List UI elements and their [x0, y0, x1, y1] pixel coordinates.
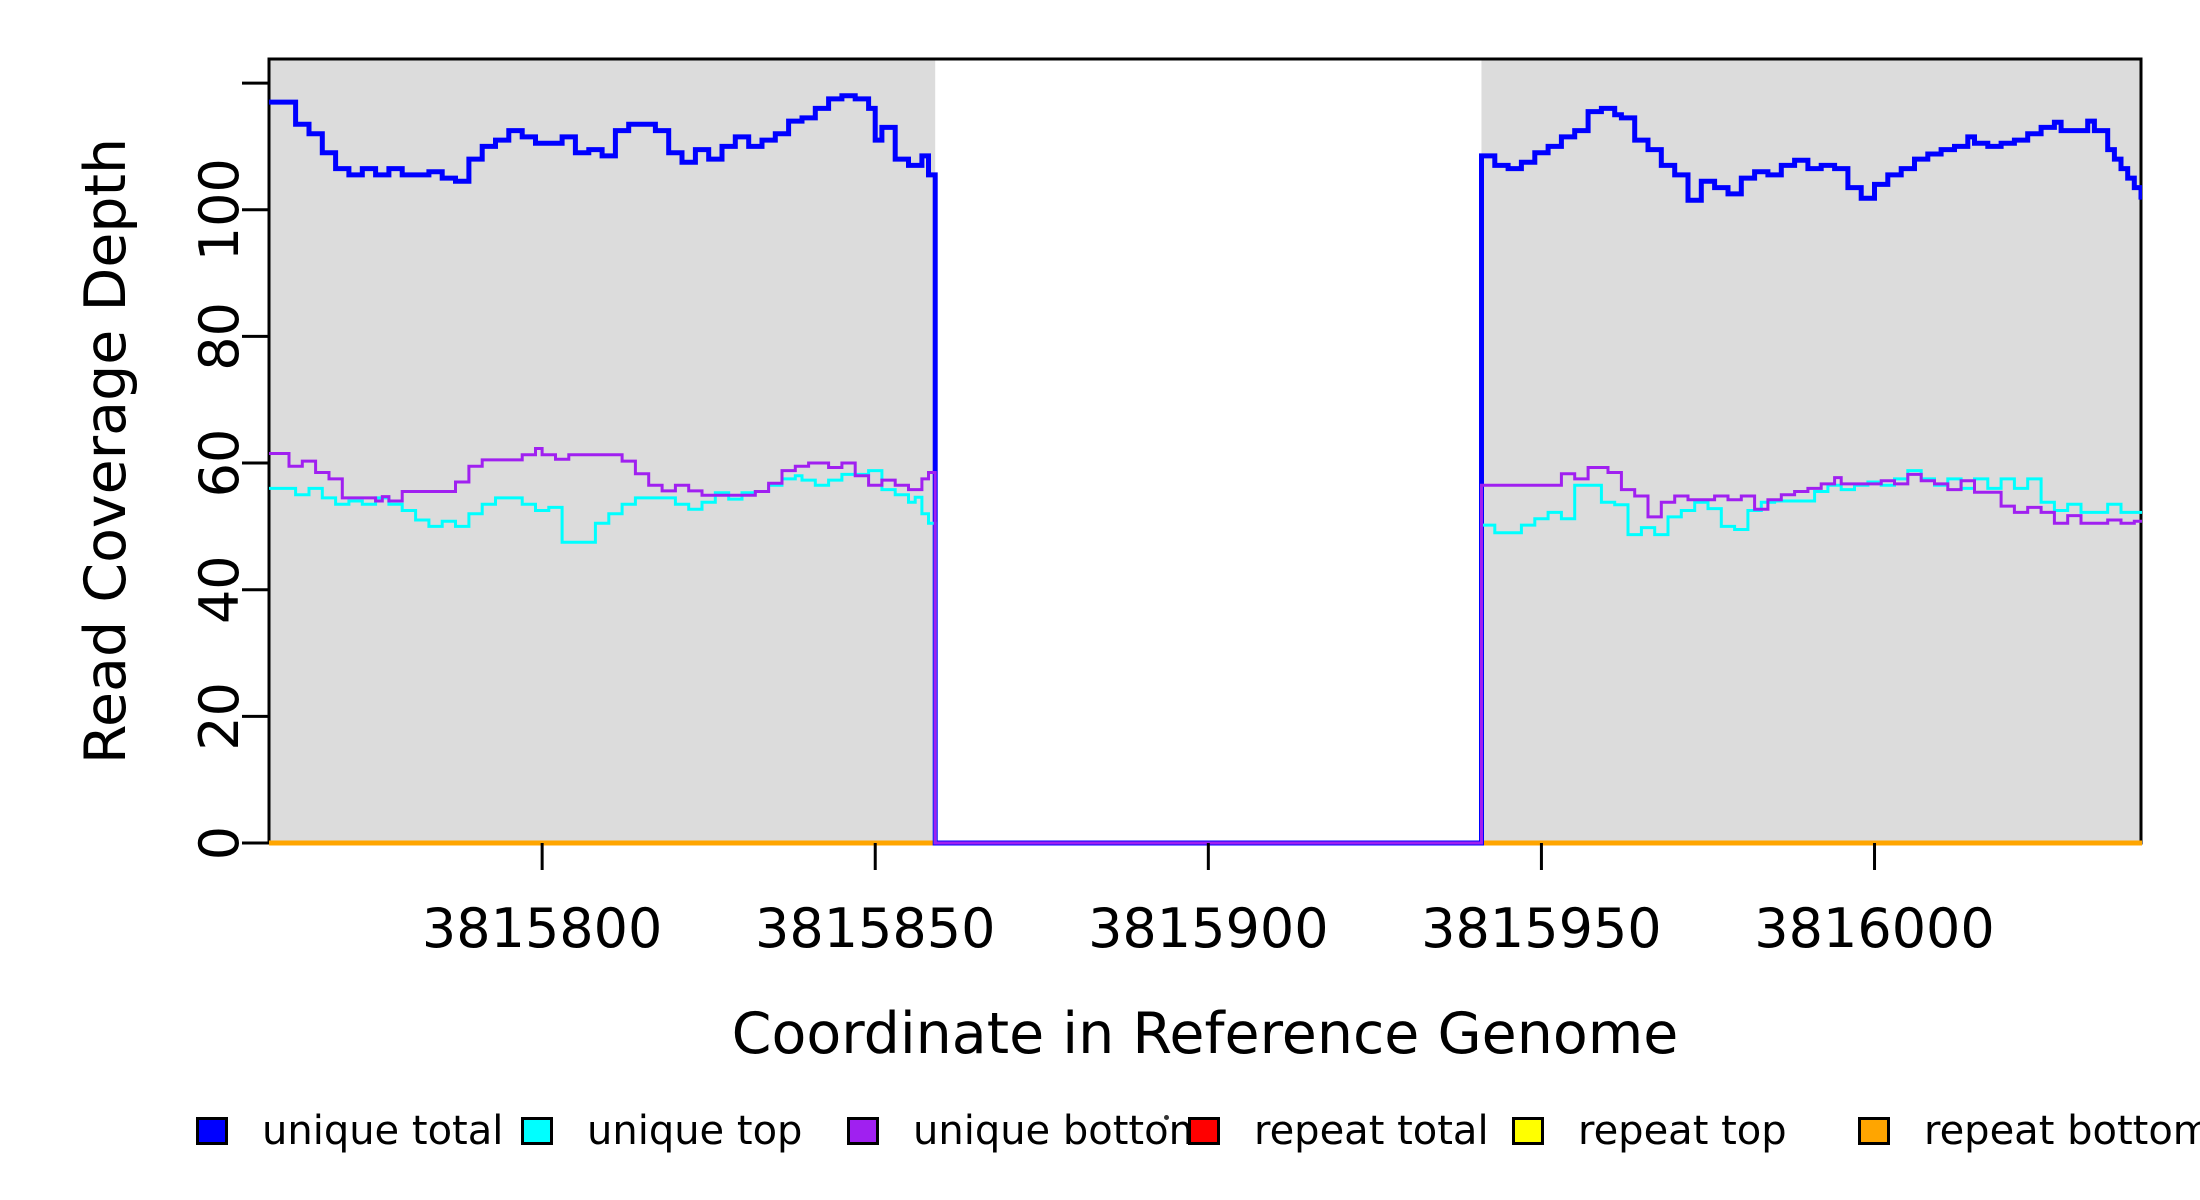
shaded-region [269, 59, 936, 843]
legend-swatch [1858, 1117, 1890, 1145]
x-tick-label: 3815950 [1421, 897, 1662, 960]
x-axis-title: Coordinate in Reference Genome [732, 1001, 1679, 1067]
legend-swatch [847, 1117, 879, 1145]
legend-swatch [1512, 1117, 1544, 1145]
legend-label: unique total [262, 1108, 504, 1154]
legend-item-repeat-total: repeat total [1188, 1108, 1489, 1154]
y-tick-label: 60 [188, 429, 251, 498]
axis-tick-labels-layer: 3815800 3815850 3815900 3815950 3816000 0 20 40… [188, 158, 1995, 960]
legend-label: unique top [587, 1108, 803, 1154]
y-axis-title: Read Coverage Depth [73, 138, 139, 764]
y-tick-label: 40 [188, 555, 251, 624]
series-line-unique-bottom [269, 447, 2142, 845]
x-tick-label: 3815850 [755, 897, 996, 960]
series-layer [269, 93, 2142, 846]
legend-label: repeat bottom [1924, 1108, 2200, 1154]
shaded-regions-layer [269, 59, 2141, 843]
stray-dot-artifact [1164, 1115, 1169, 1120]
legend-label: unique bottom [913, 1108, 1208, 1154]
legend-item-repeat-bottom: repeat bottom [1858, 1108, 2200, 1154]
legend: unique total unique top unique bottom repea… [0, 1108, 2200, 1168]
series-line-unique-total [269, 93, 2142, 846]
y-tick-label: 100 [188, 158, 251, 261]
x-tick-label: 3815900 [1088, 897, 1329, 960]
axis-ticks-layer [242, 81, 1877, 870]
y-tick-label: 20 [188, 682, 251, 751]
x-tick-label: 3816000 [1754, 897, 1995, 960]
legend-item-repeat-top: repeat top [1512, 1108, 1787, 1154]
y-tick-label: 80 [188, 302, 251, 371]
legend-item-unique-total: unique total [196, 1108, 503, 1154]
x-tick-label: 3815800 [422, 897, 663, 960]
legend-item-unique-bottom: unique bottom [847, 1108, 1208, 1154]
shaded-region [1481, 59, 2141, 843]
legend-swatch [1188, 1117, 1220, 1145]
legend-label: repeat top [1578, 1108, 1787, 1154]
legend-swatch [196, 1117, 228, 1145]
legend-swatch [521, 1117, 553, 1145]
legend-label: repeat total [1254, 1108, 1489, 1154]
legend-item-unique-top: unique top [521, 1108, 802, 1154]
y-tick-label: 0 [188, 826, 251, 860]
